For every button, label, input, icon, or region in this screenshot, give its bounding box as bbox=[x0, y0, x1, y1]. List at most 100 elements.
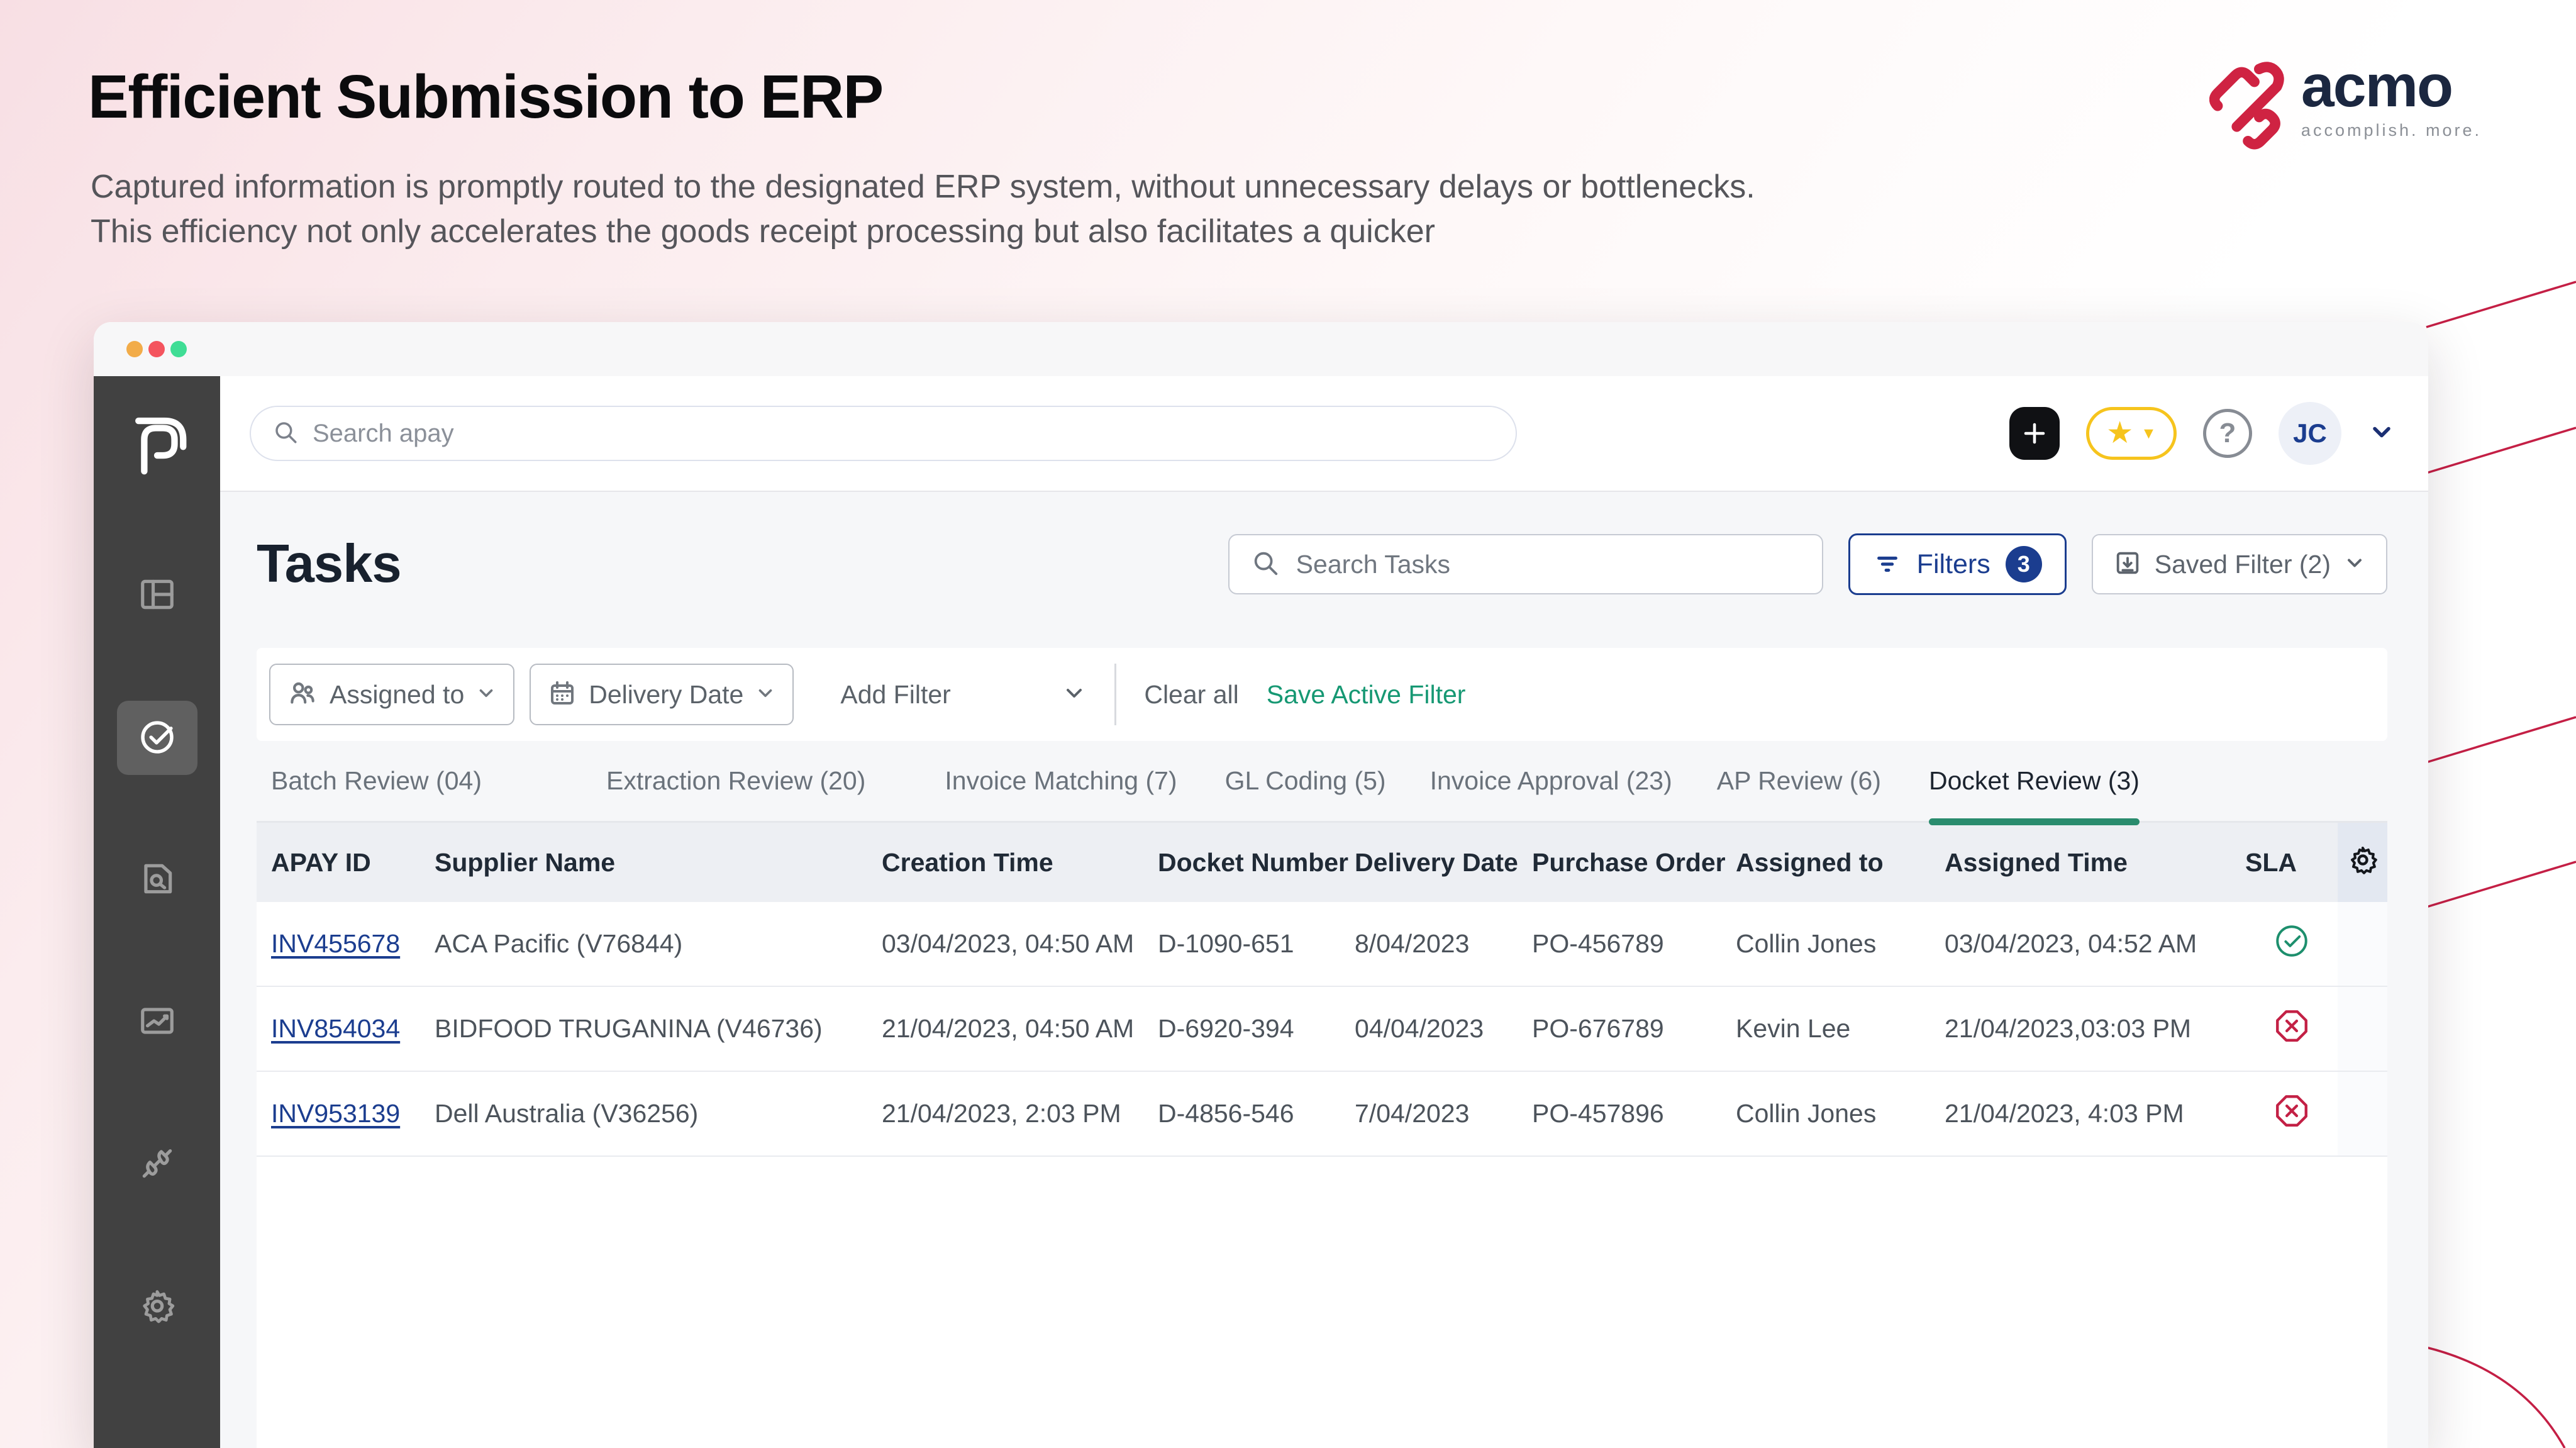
docket-number-cell: D-1090-651 bbox=[1158, 929, 1294, 958]
assigned-to-cell: Kevin Lee bbox=[1736, 1014, 1851, 1043]
apay-id-link[interactable]: INV854034 bbox=[271, 1014, 401, 1043]
row-settings-column bbox=[2338, 987, 2387, 1071]
calendar-icon bbox=[547, 678, 577, 711]
hero-subtitle: Captured information is promptly routed … bbox=[91, 165, 1755, 253]
assigned-to-cell: Collin Jones bbox=[1736, 929, 1877, 958]
brand-name: acmo bbox=[2301, 53, 2453, 120]
profile-chevron-down-icon[interactable] bbox=[2368, 418, 2396, 449]
sidebar-item-settings[interactable] bbox=[117, 1269, 197, 1344]
column-header-assigned-time[interactable]: Assigned Time bbox=[1945, 847, 2128, 877]
tab-extraction-review[interactable]: Extraction Review (20) bbox=[606, 766, 866, 795]
assigned-time-cell: 21/04/2023,03:03 PM bbox=[1945, 1014, 2192, 1043]
tab-docket-review[interactable]: Docket Review (3) bbox=[1929, 766, 2140, 825]
table-row[interactable]: INV854034 BIDFOOD TRUGANINA (V46736) 21/… bbox=[257, 987, 2387, 1072]
avatar-initials: JC bbox=[2293, 418, 2327, 448]
help-button[interactable]: ? bbox=[2203, 409, 2252, 458]
apay-id-link[interactable]: INV455678 bbox=[271, 929, 401, 958]
table-header-row: APAY ID Supplier Name Creation Time Dock… bbox=[257, 823, 2387, 902]
brand-logo: acmo accomplish. more. bbox=[2209, 53, 2482, 155]
delivery-date-filter-chip[interactable]: Delivery Date bbox=[530, 664, 794, 725]
table-row[interactable]: INV953139 Dell Australia (V36256) 21/04/… bbox=[257, 1072, 2387, 1157]
user-avatar[interactable]: JC bbox=[2279, 402, 2341, 465]
sla-fail-icon bbox=[2274, 1093, 2309, 1135]
sidebar-item-dashboard[interactable] bbox=[117, 559, 197, 633]
favorites-button[interactable]: ★ ▼ bbox=[2086, 407, 2177, 460]
search-tasks-field[interactable] bbox=[1228, 534, 1823, 594]
filter-icon bbox=[1873, 549, 1902, 581]
hero-subtitle-line1: Captured information is promptly routed … bbox=[91, 169, 1755, 205]
add-filter-label: Add Filter bbox=[840, 679, 951, 709]
column-header-supplier-name[interactable]: Supplier Name bbox=[435, 847, 616, 877]
sidebar-item-document-search[interactable] bbox=[117, 843, 197, 917]
tab-batch-review[interactable]: Batch Review (04) bbox=[271, 766, 482, 795]
apay-id-link[interactable]: INV953139 bbox=[271, 1099, 401, 1128]
sla-fail-icon bbox=[2274, 1008, 2309, 1050]
tab-invoice-matching[interactable]: Invoice Matching (7) bbox=[945, 766, 1177, 795]
creation-time-cell: 21/04/2023, 04:50 AM bbox=[882, 1014, 1135, 1043]
column-header-apay-id[interactable]: APAY ID bbox=[271, 847, 371, 877]
column-header-sla[interactable]: SLA bbox=[2245, 847, 2297, 877]
save-active-filter-link[interactable]: Save Active Filter bbox=[1266, 679, 1466, 709]
search-tasks-input[interactable] bbox=[1296, 549, 1801, 579]
active-filters-bar: Assigned to Delivery Date bbox=[257, 648, 2387, 741]
column-header-assigned-to[interactable]: Assigned to bbox=[1736, 847, 1884, 877]
saved-filter-label: Saved Filter (2) bbox=[2154, 549, 2331, 579]
filters-count-badge: 3 bbox=[2005, 546, 2042, 582]
tab-invoice-approval[interactable]: Invoice Approval (23) bbox=[1430, 766, 1672, 795]
sla-status-cell bbox=[2245, 1008, 2338, 1050]
gear-icon bbox=[2346, 843, 2379, 882]
docket-number-cell: D-4856-546 bbox=[1158, 1099, 1294, 1128]
assigned-to-label: Assigned to bbox=[330, 679, 465, 709]
plus-icon bbox=[2024, 423, 2045, 444]
divider bbox=[1114, 664, 1117, 725]
table-row[interactable]: INV455678 ACA Pacific (V76844) 03/04/202… bbox=[257, 902, 2387, 987]
saved-filter-button[interactable]: Saved Filter (2) bbox=[2091, 534, 2387, 594]
filters-button[interactable]: Filters 3 bbox=[1848, 533, 2067, 595]
global-search[interactable] bbox=[250, 406, 1517, 461]
sidebar-item-reports[interactable] bbox=[117, 985, 197, 1059]
people-icon bbox=[287, 677, 318, 712]
document-search-icon bbox=[138, 859, 177, 901]
star-icon: ★ bbox=[2106, 416, 2134, 450]
create-new-button[interactable] bbox=[2009, 407, 2060, 460]
purchase-order-cell: PO-457896 bbox=[1532, 1099, 1664, 1128]
tab-ap-review[interactable]: AP Review (6) bbox=[1716, 766, 1882, 795]
assigned-time-cell: 03/04/2023, 04:52 AM bbox=[1945, 929, 2197, 958]
apay-logo-icon bbox=[123, 411, 192, 483]
window-zoom-dot[interactable] bbox=[170, 341, 187, 357]
plug-icon bbox=[138, 1144, 177, 1186]
table-empty-area bbox=[257, 1157, 2387, 1448]
window-minimize-dot[interactable] bbox=[126, 341, 143, 357]
assigned-to-filter-chip[interactable]: Assigned to bbox=[269, 664, 515, 725]
tab-gl-coding[interactable]: GL Coding (5) bbox=[1224, 766, 1386, 795]
column-header-creation-time[interactable]: Creation Time bbox=[882, 847, 1053, 877]
window-titlebar bbox=[94, 322, 2428, 376]
sidebar-item-tasks[interactable] bbox=[116, 701, 197, 775]
search-icon bbox=[1251, 549, 1280, 581]
supplier-name-cell: BIDFOOD TRUGANINA (V46736) bbox=[435, 1014, 823, 1043]
task-stage-tabs: Batch Review (04) Extraction Review (20)… bbox=[257, 766, 2387, 825]
page-title: Efficient Submission to ERP bbox=[88, 62, 884, 131]
column-header-purchase-order[interactable]: Purchase Order bbox=[1532, 847, 1726, 877]
chevron-down-icon bbox=[2343, 552, 2366, 577]
task-check-icon bbox=[135, 715, 179, 762]
clear-all-link[interactable]: Clear all bbox=[1144, 679, 1239, 709]
column-header-docket-number[interactable]: Docket Number bbox=[1158, 847, 1349, 877]
add-filter-dropdown[interactable]: Add Filter bbox=[840, 680, 1087, 710]
column-header-delivery-date[interactable]: Delivery Date bbox=[1355, 847, 1518, 877]
purchase-order-cell: PO-676789 bbox=[1532, 1014, 1664, 1043]
saved-filter-icon bbox=[2113, 549, 2142, 581]
tasks-heading: Tasks bbox=[257, 534, 402, 594]
star-caret-icon: ▼ bbox=[2141, 424, 2157, 442]
delivery-date-cell: 04/04/2023 bbox=[1355, 1014, 1484, 1043]
gear-icon bbox=[138, 1286, 177, 1328]
app-topbar: ★ ▼ ? JC bbox=[220, 376, 2428, 492]
delivery-date-label: Delivery Date bbox=[589, 679, 744, 709]
global-search-input[interactable] bbox=[313, 419, 1494, 448]
chevron-down-icon bbox=[1062, 681, 1087, 709]
window-close-dot[interactable] bbox=[148, 341, 165, 357]
filters-label: Filters bbox=[1916, 549, 1990, 579]
column-settings-button[interactable] bbox=[2338, 823, 2387, 902]
sidebar-item-integrations[interactable] bbox=[117, 1127, 197, 1201]
chevron-down-icon bbox=[755, 682, 776, 707]
